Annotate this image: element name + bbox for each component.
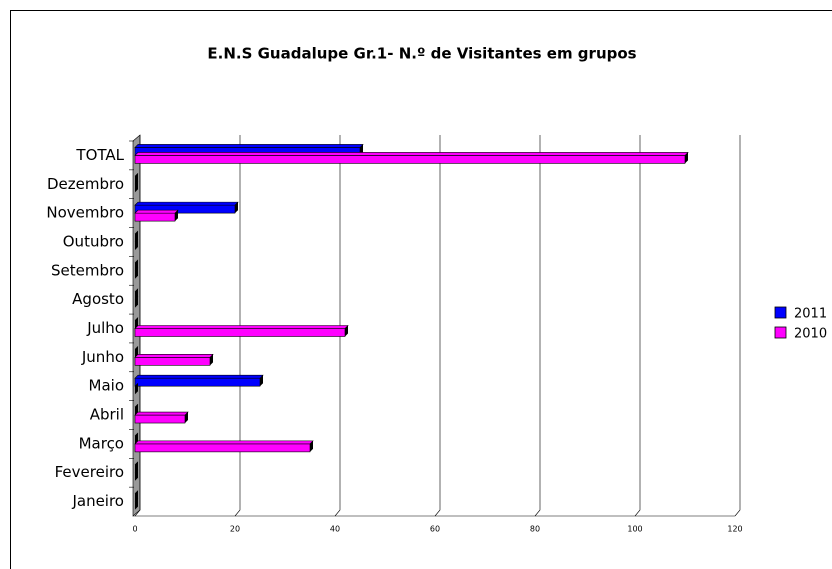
- legend-label: 2011: [794, 307, 827, 322]
- bar-top: [134, 411, 189, 416]
- bar: [134, 357, 211, 366]
- bar-top: [134, 440, 314, 445]
- bar-side: [135, 181, 138, 193]
- x-tick-label: 100: [627, 525, 642, 534]
- bar-side: [175, 210, 178, 222]
- grid-line: [534, 135, 541, 517]
- bar-side: [135, 404, 138, 416]
- bar-side: [135, 267, 138, 279]
- y-tick-label: Abril: [90, 406, 124, 424]
- x-tick-label: 0: [132, 525, 137, 534]
- chart-frame: [10, 10, 832, 569]
- y-tick-label: Dezembro: [47, 175, 124, 193]
- bar-side: [135, 230, 138, 242]
- x-tick-label: 120: [727, 525, 742, 534]
- bar-side: [135, 288, 138, 300]
- bar-side: [135, 461, 138, 473]
- y-tick-label: Julho: [86, 319, 124, 337]
- legend-label: 2010: [794, 327, 827, 342]
- bar: [134, 155, 686, 164]
- y-tick-label: TOTAL: [75, 146, 124, 164]
- bar-side: [685, 152, 688, 164]
- x-tick-label: 80: [530, 525, 540, 534]
- grid-line: [334, 135, 341, 517]
- bar-side: [210, 354, 213, 366]
- bar-side: [310, 440, 313, 452]
- bar-top: [134, 374, 264, 379]
- x-tick-label: 40: [330, 525, 340, 534]
- bar: [134, 212, 176, 222]
- bar: [134, 377, 261, 387]
- bar-side: [135, 432, 138, 444]
- chart-title: E.N.S Guadalupe Gr.1- N.º de Visitantes …: [207, 45, 636, 63]
- y-tick-label: Setembro: [51, 261, 124, 279]
- y-tick-label: Novembro: [46, 204, 124, 222]
- bar-side: [135, 469, 138, 481]
- bar-top: [134, 325, 349, 329]
- grid-line: [634, 135, 641, 517]
- bar-side: [135, 490, 138, 502]
- bar: [134, 414, 186, 424]
- y-tick-label: Janeiro: [71, 492, 124, 510]
- bar-side: [235, 202, 238, 214]
- bar-side: [135, 498, 138, 510]
- x-tick-label: 60: [430, 525, 440, 534]
- bar-top: [134, 354, 214, 358]
- bar-side: [185, 412, 188, 424]
- bar-side: [135, 259, 138, 271]
- y-tick-label: Fevereiro: [55, 463, 124, 481]
- bar: [134, 443, 311, 453]
- grid-line: [234, 135, 241, 517]
- bar-side: [135, 383, 138, 395]
- grid-line: [734, 135, 741, 517]
- bar-top: [134, 201, 239, 206]
- bar-top: [134, 152, 689, 156]
- legend-swatch: [774, 326, 787, 339]
- bar-side: [135, 317, 138, 329]
- y-tick-label: Agosto: [72, 290, 124, 308]
- y-tick-label: Maio: [89, 377, 124, 395]
- bar-side: [135, 296, 138, 308]
- grid-line: [134, 135, 141, 517]
- bar-side: [135, 173, 138, 185]
- x-tick-label: 20: [230, 525, 240, 534]
- bar-side: [135, 238, 138, 250]
- bar: [134, 328, 346, 337]
- bar-top: [134, 144, 364, 148]
- legend-swatch: [774, 306, 787, 319]
- grid-line: [434, 135, 441, 517]
- y-tick-label: Março: [79, 434, 124, 452]
- bar-side: [345, 325, 348, 337]
- y-tick-label: Outubro: [63, 232, 124, 250]
- bar-side: [260, 375, 263, 387]
- y-tick-label: Junho: [81, 348, 124, 366]
- bar-top: [134, 209, 179, 214]
- bar-side: [135, 346, 138, 358]
